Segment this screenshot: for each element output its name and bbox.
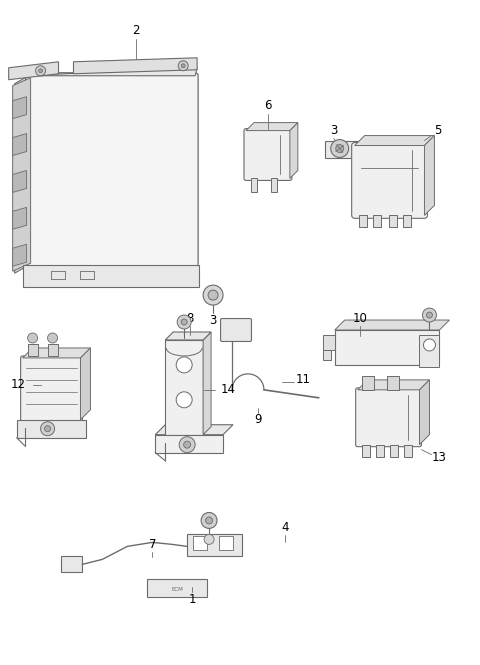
Bar (390, 445, 397, 457)
Polygon shape (12, 78, 31, 271)
Bar (187, 535, 242, 557)
Bar (155, 435, 223, 453)
Circle shape (334, 142, 346, 154)
FancyBboxPatch shape (220, 319, 252, 341)
Polygon shape (355, 136, 434, 146)
Circle shape (38, 68, 43, 72)
Bar (165, 340, 203, 435)
Bar (389, 215, 396, 227)
Polygon shape (165, 332, 211, 340)
Text: 5: 5 (434, 124, 441, 137)
Polygon shape (203, 332, 211, 435)
FancyBboxPatch shape (25, 72, 198, 268)
Bar (420, 335, 439, 367)
Circle shape (423, 339, 435, 351)
Circle shape (337, 146, 342, 151)
Text: 7: 7 (148, 538, 156, 551)
Polygon shape (335, 320, 449, 330)
Text: 6: 6 (264, 99, 272, 112)
Polygon shape (358, 380, 430, 390)
Bar (271, 178, 277, 192)
FancyBboxPatch shape (356, 388, 421, 447)
Text: 14: 14 (220, 383, 236, 396)
Circle shape (181, 319, 187, 325)
Bar (376, 445, 384, 457)
Polygon shape (246, 122, 298, 130)
Bar (361, 376, 373, 390)
Text: 3: 3 (330, 124, 337, 137)
Bar (323, 335, 335, 350)
Bar (372, 215, 381, 227)
Polygon shape (12, 244, 26, 266)
Circle shape (41, 422, 55, 436)
Text: 10: 10 (352, 311, 367, 325)
Bar (48, 344, 58, 356)
Polygon shape (15, 76, 29, 273)
Polygon shape (9, 62, 59, 80)
Circle shape (176, 357, 192, 373)
Circle shape (331, 140, 348, 158)
Circle shape (184, 441, 191, 448)
Bar (325, 140, 360, 158)
Text: 1: 1 (188, 593, 196, 606)
Polygon shape (23, 348, 90, 358)
Bar (193, 537, 207, 551)
Text: 9: 9 (254, 413, 262, 426)
Polygon shape (73, 58, 197, 74)
Polygon shape (290, 122, 298, 178)
Circle shape (177, 315, 191, 329)
Polygon shape (12, 96, 26, 118)
Bar (23, 265, 199, 287)
Text: 8: 8 (186, 311, 194, 325)
Bar (147, 579, 207, 597)
Circle shape (208, 290, 218, 300)
Bar (28, 344, 37, 356)
Circle shape (336, 144, 344, 152)
Circle shape (426, 312, 432, 318)
Bar (60, 557, 83, 573)
Text: 4: 4 (281, 521, 288, 534)
Circle shape (181, 64, 185, 68)
Polygon shape (21, 68, 197, 76)
FancyBboxPatch shape (352, 142, 428, 218)
Circle shape (48, 333, 58, 343)
Polygon shape (12, 207, 26, 229)
Bar (404, 445, 411, 457)
Bar (359, 215, 367, 227)
Circle shape (179, 437, 195, 453)
Text: ECM: ECM (171, 587, 183, 592)
Bar (219, 537, 233, 551)
Text: 13: 13 (432, 451, 447, 464)
Polygon shape (323, 350, 331, 360)
Circle shape (176, 392, 192, 408)
Circle shape (203, 285, 223, 305)
Text: 12: 12 (11, 378, 26, 391)
Polygon shape (12, 134, 26, 156)
Text: 3: 3 (209, 313, 217, 327)
Bar (361, 445, 370, 457)
Circle shape (204, 535, 214, 545)
Polygon shape (420, 380, 430, 445)
FancyBboxPatch shape (244, 128, 292, 180)
Circle shape (201, 513, 217, 529)
Text: 11: 11 (295, 373, 310, 386)
Circle shape (178, 61, 188, 70)
Bar (403, 215, 410, 227)
Circle shape (422, 308, 436, 322)
Polygon shape (424, 136, 434, 215)
Text: 2: 2 (132, 25, 140, 37)
Circle shape (205, 517, 213, 524)
Bar (251, 178, 257, 192)
Polygon shape (81, 348, 90, 420)
Bar (17, 420, 86, 438)
Bar (386, 376, 398, 390)
Polygon shape (12, 170, 26, 192)
Polygon shape (155, 425, 233, 435)
Circle shape (45, 426, 50, 432)
Circle shape (36, 66, 46, 76)
Bar (335, 330, 439, 365)
Circle shape (28, 333, 37, 343)
FancyBboxPatch shape (21, 356, 83, 422)
